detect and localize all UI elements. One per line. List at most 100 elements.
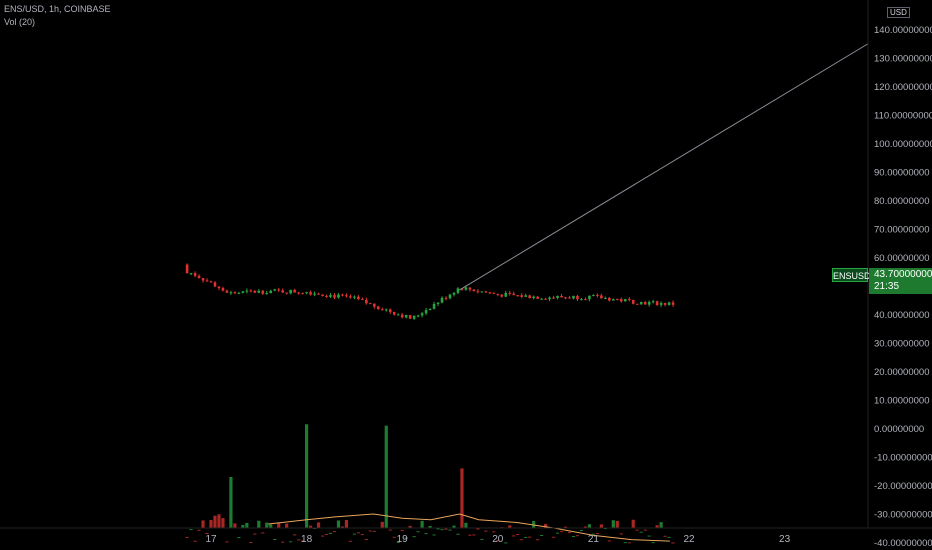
y-tick-label: 100.00000000 bbox=[874, 139, 932, 150]
candle-body bbox=[639, 302, 643, 305]
volume-bar bbox=[408, 525, 412, 528]
candle-body bbox=[221, 287, 225, 291]
y-tick-label: 30.00000000 bbox=[874, 339, 929, 350]
volume-bar bbox=[607, 540, 611, 542]
volume-bar bbox=[217, 514, 221, 528]
candle-body bbox=[619, 299, 623, 302]
candle-body bbox=[552, 297, 555, 299]
volume-bar bbox=[308, 525, 313, 528]
x-tick-label: 23 bbox=[779, 534, 791, 545]
volume-bar bbox=[623, 542, 627, 544]
candle-body bbox=[189, 273, 193, 275]
candle-body bbox=[388, 309, 392, 313]
volume-bar bbox=[253, 533, 257, 535]
volume-bar bbox=[555, 532, 560, 534]
candle-body bbox=[536, 296, 539, 299]
candle-body bbox=[333, 295, 336, 298]
volume-bar bbox=[460, 468, 464, 528]
volume-bar bbox=[416, 531, 420, 533]
candle-body bbox=[492, 292, 496, 294]
volume-bar bbox=[352, 533, 356, 535]
volume-bar bbox=[213, 515, 217, 528]
price-axis[interactable]: 140.00000000 130.00000000 120.00000000 110.… bbox=[867, 0, 932, 549]
volume-bar bbox=[221, 518, 225, 528]
x-tick-label: 22 bbox=[683, 534, 695, 545]
trendline[interactable] bbox=[459, 43, 869, 291]
volume-bar bbox=[647, 535, 651, 537]
volume-bar bbox=[233, 523, 237, 528]
volume-bar bbox=[432, 534, 436, 536]
candle-body bbox=[261, 290, 265, 294]
volume-bar bbox=[659, 522, 663, 528]
candle-body bbox=[353, 296, 356, 298]
time-axis[interactable]: 17 18 19 20 21 22 23 bbox=[0, 527, 932, 545]
candle-body bbox=[384, 309, 388, 311]
candle-body bbox=[269, 290, 273, 294]
candle-body bbox=[568, 297, 571, 299]
volume-bar bbox=[655, 525, 659, 528]
candle-body bbox=[651, 301, 655, 303]
volume-bar bbox=[587, 524, 592, 528]
volume-bar bbox=[671, 542, 675, 544]
candle-body bbox=[627, 299, 631, 301]
candle-body bbox=[185, 264, 189, 274]
candle-body bbox=[532, 296, 535, 299]
candle-body bbox=[456, 288, 460, 293]
volume-bar bbox=[615, 520, 619, 528]
volume-bar bbox=[344, 519, 349, 528]
y-tick-label: 40.00000000 bbox=[874, 310, 929, 321]
volume-bar bbox=[595, 533, 599, 535]
candle-body bbox=[556, 295, 559, 298]
candle-body bbox=[440, 297, 444, 303]
volume-bar bbox=[599, 524, 603, 528]
volume-moving-average bbox=[268, 513, 670, 542]
volume-bar bbox=[456, 533, 460, 535]
candle-body bbox=[281, 290, 284, 293]
volume-bar bbox=[316, 522, 321, 528]
volume-bar bbox=[189, 529, 193, 531]
volume-bar bbox=[639, 531, 643, 533]
candle-body bbox=[643, 302, 647, 305]
volume-bar bbox=[663, 535, 667, 537]
y-tick-label: -10.00000000 bbox=[874, 453, 932, 464]
volume-bar bbox=[197, 529, 201, 531]
volume-ma-line bbox=[268, 513, 670, 542]
candle-body bbox=[544, 298, 547, 300]
volume-bar bbox=[396, 541, 400, 543]
volume-bar bbox=[472, 534, 476, 536]
candle-body bbox=[667, 302, 671, 305]
volume-bar bbox=[360, 534, 364, 536]
candle-body bbox=[297, 292, 300, 294]
volume-bar bbox=[229, 476, 233, 528]
candle-body bbox=[337, 294, 340, 298]
candle-body bbox=[197, 275, 201, 279]
volume-bar bbox=[285, 523, 289, 528]
y-tick-label: 70.00000000 bbox=[874, 225, 929, 236]
volume-bar bbox=[448, 529, 452, 531]
volume-bar bbox=[269, 524, 273, 528]
y-tick-label: 130.00000000 bbox=[874, 54, 932, 65]
currency-label[interactable]: USD bbox=[887, 7, 910, 18]
candle-body bbox=[361, 299, 364, 301]
volume-bar bbox=[237, 537, 241, 539]
volume-bar bbox=[436, 528, 440, 530]
candle-body bbox=[273, 289, 277, 291]
candle-body bbox=[193, 273, 197, 276]
candle-body bbox=[600, 295, 603, 299]
y-tick-label: 90.00000000 bbox=[874, 168, 929, 179]
volume-bar bbox=[336, 520, 341, 528]
candle-body bbox=[321, 294, 324, 296]
volume-bar bbox=[651, 542, 655, 544]
candle-body bbox=[416, 315, 420, 317]
candle-body bbox=[373, 303, 376, 307]
volume-bar bbox=[551, 536, 556, 538]
candle-body bbox=[484, 291, 488, 293]
candle-body bbox=[464, 287, 468, 290]
volume-bar bbox=[384, 425, 388, 528]
volume-bar bbox=[528, 536, 532, 538]
volume-bar bbox=[305, 424, 309, 528]
volume-bar bbox=[356, 532, 360, 534]
candle-body bbox=[293, 289, 296, 293]
volume-bar bbox=[400, 529, 404, 531]
